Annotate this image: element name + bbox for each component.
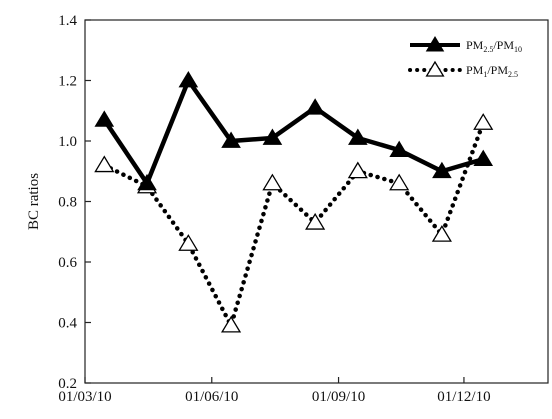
legend-label: PM1/PM2.5 xyxy=(466,63,518,79)
y-tick-label: 1.0 xyxy=(58,134,77,150)
y-tick-label: 0.6 xyxy=(58,255,77,271)
series-pm1-pm25 xyxy=(94,113,494,333)
data-point xyxy=(178,71,199,88)
data-point xyxy=(220,315,242,333)
data-point xyxy=(473,149,494,167)
data-point xyxy=(473,113,494,130)
legend-text-part: PM xyxy=(466,63,484,77)
data-point xyxy=(137,173,157,191)
y-tick-label: 1.2 xyxy=(58,74,77,90)
series-line xyxy=(102,120,486,332)
legend-subscript: 1 xyxy=(483,70,487,79)
legend-entry: PM2.5/PM10 xyxy=(410,36,522,54)
legend-marker xyxy=(425,36,445,52)
data-point xyxy=(262,128,283,145)
legend-subscript: 2.5 xyxy=(483,45,493,54)
legend-text-part: /PM xyxy=(493,38,514,52)
legend-marker xyxy=(425,60,445,77)
x-tick-label: 01/03/10 xyxy=(58,389,111,405)
series-line xyxy=(102,75,484,189)
y-tick-label: 1.4 xyxy=(58,13,77,29)
data-point xyxy=(389,173,410,191)
data-point xyxy=(221,131,241,148)
data-point xyxy=(94,110,115,127)
legend-text-part: PM xyxy=(466,38,484,52)
x-tick-label: 01/12/10 xyxy=(437,389,490,405)
data-point xyxy=(348,128,368,145)
axes-layer: 0.2 0.4 0.6 0.8 1.0 1.2 1.4 01/03/10 01/06/10 01/… xyxy=(26,13,549,405)
series-layer xyxy=(94,71,494,333)
series-pm25-pm10 xyxy=(94,71,494,191)
legend-text-part: /PM xyxy=(487,63,508,77)
x-tick-label: 01/09/10 xyxy=(312,389,365,405)
x-tick-label: 01/06/10 xyxy=(185,389,238,405)
data-point xyxy=(94,155,115,173)
data-point xyxy=(178,234,199,251)
y-tick-label: 0.8 xyxy=(58,195,77,211)
y-tick-label: 0.4 xyxy=(58,316,77,332)
legend-label: PM2.5/PM10 xyxy=(466,38,522,54)
data-point xyxy=(389,140,409,157)
legend-subscript: 10 xyxy=(514,45,522,54)
legend-subscript: 2.5 xyxy=(508,70,518,79)
data-point xyxy=(305,212,326,230)
y-tick-label: 0.2 xyxy=(58,376,77,392)
legend-entry: PM1/PM2.5 xyxy=(408,60,518,79)
y-axis-label: BC ratios xyxy=(26,173,42,230)
data-point xyxy=(305,98,325,115)
data-point xyxy=(347,161,368,179)
data-point xyxy=(432,161,452,179)
data-point xyxy=(431,225,452,242)
data-point xyxy=(262,173,283,191)
